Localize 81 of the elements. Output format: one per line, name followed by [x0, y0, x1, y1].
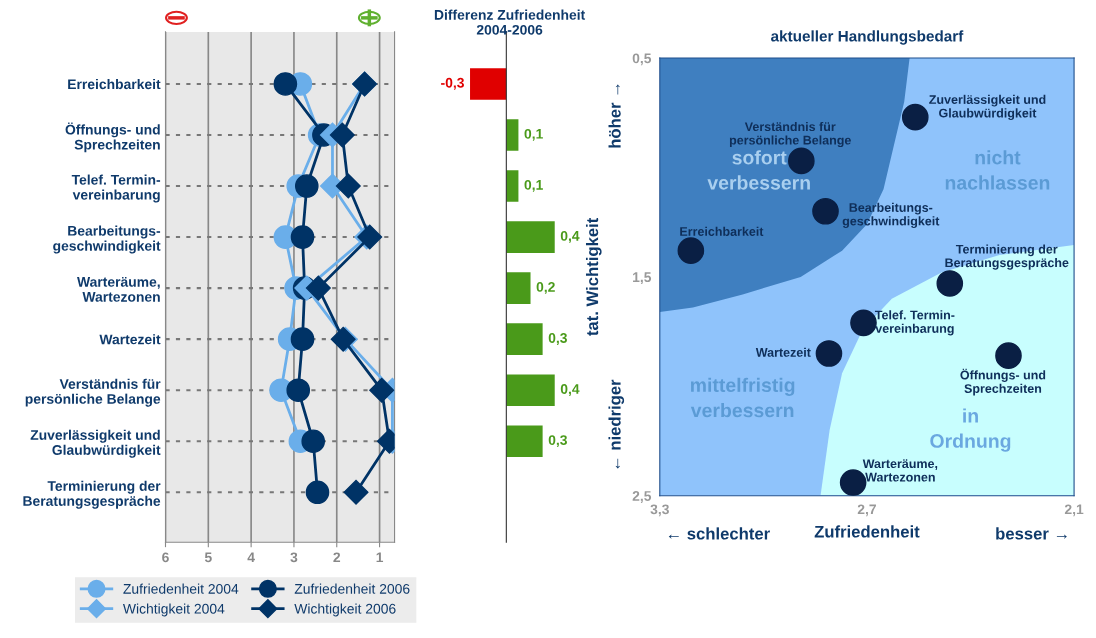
point [273, 72, 298, 96]
y-axis-title: tat. Wichtigkeit [585, 217, 602, 336]
bar [506, 425, 543, 458]
point [369, 377, 395, 403]
bar [506, 221, 555, 253]
data-label: 0,2 [536, 282, 555, 294]
annotation: Erreichbarkeit [680, 226, 764, 236]
annotation: Terminierung der Beratungsgespräche [945, 244, 1069, 270]
x-tick-label: 2,1 [1064, 504, 1084, 517]
point [788, 147, 815, 175]
x-tick-label: 1 [376, 552, 384, 563]
point [839, 469, 867, 496]
x-tick-label: 3,3 [650, 504, 669, 517]
y-tick-label: Wartezeit [99, 334, 161, 345]
annotation: Zuverlässigkeit und Glaubwürdigkeit [929, 94, 1046, 121]
y-tick-label: Öffnungs- und Sprechzeiten [65, 122, 160, 153]
point [290, 225, 315, 249]
data-label: 0,4 [560, 384, 580, 396]
point [305, 480, 330, 505]
y-tick-label: Terminierung der Beratungsgespräche [23, 480, 161, 509]
bar [470, 68, 507, 100]
legend-label: Wichtigkeit 2006 [294, 603, 396, 617]
text: ← niedriger [608, 379, 625, 469]
annotation: Telef. Termin- vereinbarung [874, 310, 955, 336]
legend-label: Zufriedenheit 2004 [123, 583, 239, 594]
annotation: Öffnungs- und Sprechzeiten [960, 368, 1046, 396]
data-label: 0,4 [560, 230, 580, 243]
point [815, 340, 843, 367]
legend-label: Zufriedenheit 2006 [294, 583, 410, 594]
chart-title: aktueller Handlungsbedarf [771, 30, 964, 45]
point [850, 309, 877, 337]
y-tick-label: Warteräume, Wartezonen [77, 277, 160, 302]
x-tick-label: 3 [290, 552, 298, 563]
point [343, 479, 369, 505]
bar [506, 119, 519, 151]
y-tick-label: 2,5 [632, 491, 652, 503]
point [812, 197, 839, 225]
point [335, 173, 361, 199]
text: höher → [608, 84, 621, 148]
point [901, 103, 929, 131]
annotation: Wartezeit [755, 347, 811, 357]
x-tick-label: 6 [162, 552, 169, 563]
chart-title: Differenz Zufriedenheit 2004-2006 [434, 9, 586, 35]
bar [506, 323, 543, 355]
annotation: in Ordnung [930, 408, 1011, 452]
data-label: -0,3 [441, 77, 464, 90]
annotation: Bearbeitungs- geschwindigkeit [842, 202, 940, 229]
x-tick-label: 5 [204, 552, 212, 563]
point [936, 270, 964, 297]
point [995, 342, 1022, 369]
legend-label: Wichtigkeit 2004 [122, 603, 225, 617]
point [329, 122, 355, 148]
annotation: Warteräume, Wartezonen [862, 459, 938, 482]
y-tick-label: Zuverlässigkeit und Glaubwürdigkeit [30, 429, 161, 458]
bar [506, 374, 555, 407]
x-tick-label: 2 [333, 552, 341, 563]
x-axis-title: Zufriedenheit [814, 525, 920, 538]
bar [506, 170, 519, 202]
y-tick-label: Telef. Termin- vereinbarung [71, 174, 161, 203]
point [294, 174, 319, 198]
y-tick-label: Bearbeitungs- geschwindigkeit [53, 225, 161, 254]
y-tick-label: 0,5 [632, 53, 652, 66]
data-label: 0,1 [524, 179, 543, 192]
point [301, 429, 326, 454]
x-tick-label: 4 [247, 552, 255, 563]
point [305, 275, 331, 301]
point [286, 378, 311, 403]
x-tick-label: 2,7 [857, 504, 876, 517]
data-label: 0,3 [548, 435, 567, 447]
point [290, 327, 315, 351]
y-tick-label: Erreichbarkeit [68, 78, 161, 90]
bar [506, 272, 531, 304]
data-label: 0,1 [524, 128, 543, 141]
y-tick-label: Verständnis für persönliche Belange [25, 378, 161, 407]
text: besser → [996, 527, 1067, 540]
text: ← schlechter [668, 527, 770, 540]
data-label: 0,3 [548, 333, 567, 345]
annotation: sofort verbessern [707, 150, 810, 190]
annotation: Verständnis für persönliche Belange [729, 121, 851, 148]
y-tick-label: 1,5 [633, 272, 652, 285]
point [677, 237, 705, 264]
